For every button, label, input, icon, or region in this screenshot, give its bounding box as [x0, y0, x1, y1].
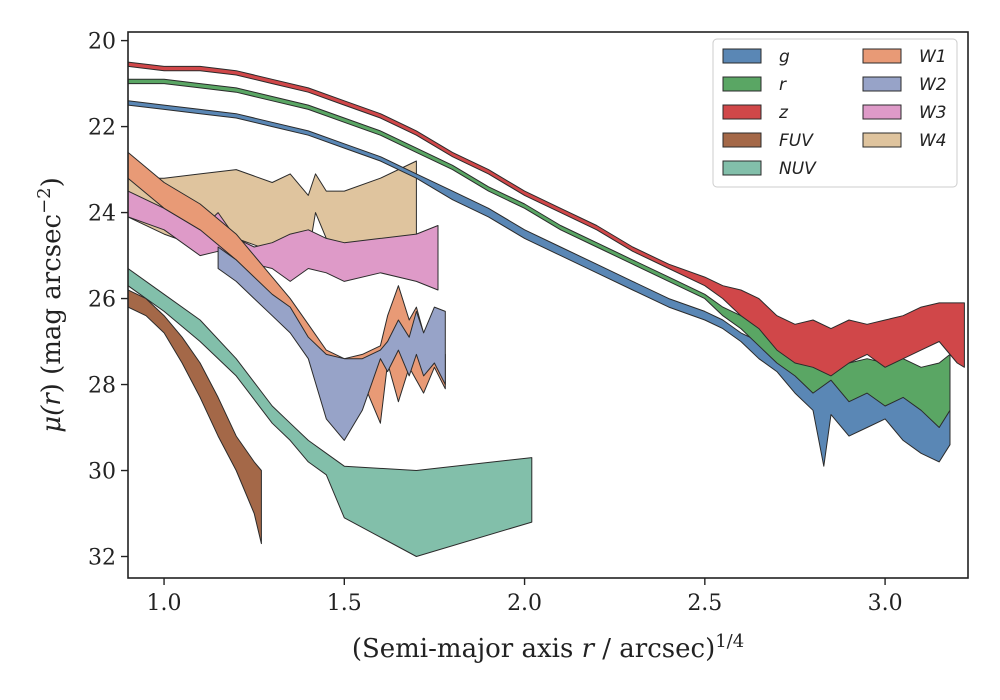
legend-label-w1: W1 [919, 47, 947, 67]
legend-swatch-w4 [862, 132, 902, 148]
band-z [128, 61, 965, 377]
x-tick-label: 2.5 [687, 591, 722, 616]
legend-label-w4: W4 [919, 131, 947, 151]
legend: grz FUV NUV W1 W2 W3 W4 [712, 38, 958, 188]
y-tick-label: 28 [88, 374, 116, 399]
y-tick-label: 32 [88, 546, 116, 571]
y-tick-label: 26 [88, 288, 116, 313]
band-nuv [128, 268, 533, 557]
legend-swatch-w3 [862, 104, 902, 120]
legend-label-r: r [779, 75, 787, 95]
legend-swatch-w2 [862, 76, 902, 92]
plot-frame [127, 31, 969, 579]
y-axis: 20 22 24 26 28 30 32 [88, 30, 128, 571]
band-layer [128, 61, 965, 557]
x-tick-label: 1.0 [147, 591, 182, 616]
legend-label-fuv: FUV [779, 131, 814, 151]
y-tick-label: 22 [88, 116, 116, 141]
x-tick-label: 1.5 [327, 591, 362, 616]
legend-swatch-w1 [862, 48, 902, 64]
legend-label-g: g [779, 47, 790, 67]
legend-label-nuv: NUV [779, 159, 817, 179]
legend-swatch-nuv [722, 160, 762, 176]
y-tick-label: 20 [88, 30, 116, 55]
legend-swatch-fuv [722, 132, 762, 148]
legend-swatch-z [722, 104, 762, 120]
band-r [128, 78, 951, 428]
legend-label-w2: W2 [919, 75, 947, 95]
x-axis-label: (Semi-major axis r / arcsec)1/4 [352, 631, 744, 664]
legend-swatch-r [722, 76, 762, 92]
x-tick-label: 2.0 [507, 591, 542, 616]
legend-box [712, 38, 958, 188]
legend-label-z: z [778, 103, 789, 123]
y-axis-label: μ(r) (mag arcsec−2) [34, 177, 67, 433]
legend-swatch-g [722, 48, 762, 64]
band-fuv [128, 289, 262, 545]
x-tick-label: 3.0 [868, 591, 903, 616]
y-tick-label: 30 [88, 460, 116, 485]
x-axis: 1.0 1.5 2.0 2.5 3.0 [147, 578, 903, 616]
band-g [128, 100, 951, 467]
legend-label-w3: W3 [919, 103, 947, 123]
y-tick-label: 24 [88, 202, 116, 227]
band-w2 [217, 246, 446, 441]
